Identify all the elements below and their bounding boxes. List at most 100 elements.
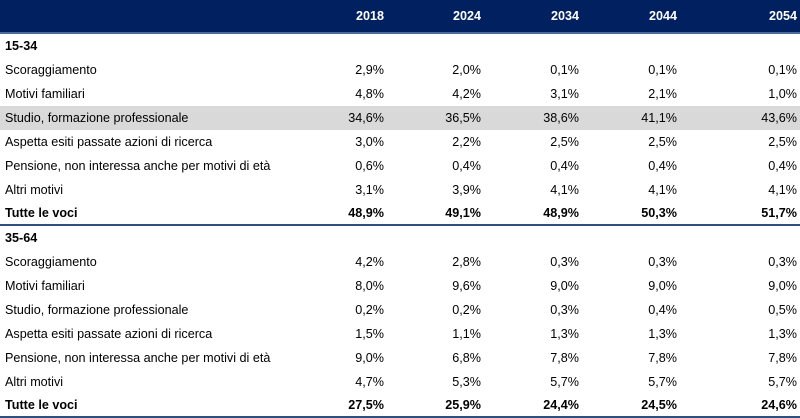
value-cell: 9,0% xyxy=(550,279,579,293)
value-cell: 38,6% xyxy=(484,106,582,130)
table-row: Aspetta esiti passate azioni di ricerca 1… xyxy=(0,322,800,346)
table-row: Scoraggiamento 4,2% 2,8% 0,3% 0,3% 0,3% xyxy=(0,250,800,274)
value-cell: 4,1% xyxy=(550,183,579,197)
value-cell xyxy=(290,225,387,250)
header-cell-2018: 2018 xyxy=(290,0,387,34)
row-label: 35-64 xyxy=(5,231,38,245)
value-cell: 0,1% xyxy=(648,63,677,77)
header-cell-label xyxy=(0,0,290,34)
value-cell: 9,6% xyxy=(452,279,481,293)
value-cell: 0,4% xyxy=(648,159,677,173)
value-cell: 0,3% xyxy=(648,255,677,269)
value-cell: 1,5% xyxy=(355,327,384,341)
row-label: Motivi familiari xyxy=(5,87,85,101)
value-cell: 0,4% xyxy=(452,159,481,173)
row-label: Aspetta esiti passate azioni di ricerca xyxy=(5,327,213,341)
value-cell: 50,3% xyxy=(582,202,680,226)
value-cell: 41,1% xyxy=(582,106,680,130)
value-cell: 0,3% xyxy=(550,255,579,269)
value-cell xyxy=(387,33,484,58)
value-cell: 0,2% xyxy=(355,303,384,317)
value-cell: 49,1% xyxy=(387,202,484,226)
value-cell: 24,4% xyxy=(484,394,582,418)
value-cell: 5,7% xyxy=(768,375,797,389)
value-cell: 7,8% xyxy=(768,351,797,365)
row-label: Altri motivi xyxy=(5,183,64,197)
value-cell: 0,3% xyxy=(550,303,579,317)
row-label: Pensione, non interessa anche per motivi… xyxy=(5,159,271,173)
value-cell: 1,3% xyxy=(550,327,579,341)
value-cell: 7,8% xyxy=(550,351,579,365)
value-cell: 24,5% xyxy=(582,394,680,418)
table-row: Altri motivi 3,1% 3,9% 4,1% 4,1% 4,1% xyxy=(0,178,800,202)
value-cell: 4,2% xyxy=(355,255,384,269)
header-cell-2054: 2054 xyxy=(680,0,800,34)
value-cell: 3,0% xyxy=(355,135,384,149)
value-cell: 4,2% xyxy=(452,87,481,101)
value-cell: 51,7% xyxy=(680,202,800,226)
value-cell: 1,3% xyxy=(648,327,677,341)
header-cell-2034: 2034 xyxy=(484,0,582,34)
value-cell xyxy=(484,33,582,58)
value-cell: 3,1% xyxy=(355,183,384,197)
value-cell: 9,0% xyxy=(355,351,384,365)
table-row: Altri motivi 4,7% 5,3% 5,7% 5,7% 5,7% xyxy=(0,370,800,394)
value-cell: 34,6% xyxy=(290,106,387,130)
value-cell: 5,7% xyxy=(550,375,579,389)
value-cell: 0,1% xyxy=(768,63,797,77)
value-cell: 1,3% xyxy=(768,327,797,341)
value-cell: 2,2% xyxy=(452,135,481,149)
value-cell: 24,6% xyxy=(680,394,800,418)
value-cell: 1,0% xyxy=(768,87,797,101)
table-row: Pensione, non interessa anche per motivi… xyxy=(0,346,800,370)
value-cell: 2,0% xyxy=(452,63,481,77)
value-cell: 43,6% xyxy=(680,106,800,130)
total-row: Tutte le voci 27,5% 25,9% 24,4% 24,5% 24,6% xyxy=(0,394,800,418)
value-cell: 9,0% xyxy=(768,279,797,293)
group-header-row: 15-34 xyxy=(0,33,800,58)
value-cell: 27,5% xyxy=(290,394,387,418)
value-cell: 7,8% xyxy=(648,351,677,365)
total-row: Tutte le voci 48,9% 49,1% 48,9% 50,3% 51,7% xyxy=(0,202,800,226)
row-label: Pensione, non interessa anche per motivi… xyxy=(5,351,271,365)
table-row: Studio, formazione professionale 0,2% 0,2%… xyxy=(0,298,800,322)
row-label: 15-34 xyxy=(5,39,38,53)
table-body: 15-34 Scoraggiamento 2,9% 2,0% 0,1% 0,1% 0,1% M… xyxy=(0,33,800,418)
group-header-row: 35-64 xyxy=(0,225,800,250)
value-cell xyxy=(680,33,800,58)
row-label: Motivi familiari xyxy=(5,279,85,293)
value-cell: 5,3% xyxy=(452,375,481,389)
value-cell: 0,4% xyxy=(550,159,579,173)
table-row: Motivi familiari 8,0% 9,6% 9,0% 9,0% 9,0% xyxy=(0,274,800,298)
row-label: Studio, formazione professionale xyxy=(5,303,189,317)
row-label: Altri motivi xyxy=(5,375,64,389)
value-cell: 2,5% xyxy=(648,135,677,149)
row-label: Tutte le voci xyxy=(0,202,290,226)
value-cell xyxy=(680,225,800,250)
value-cell: 2,8% xyxy=(452,255,481,269)
value-cell: 2,1% xyxy=(648,87,677,101)
row-label: Tutte le voci xyxy=(0,394,290,418)
value-cell: 4,7% xyxy=(355,375,384,389)
value-cell: 8,0% xyxy=(355,279,384,293)
row-label: Studio, formazione professionale xyxy=(0,106,290,130)
header-row: 2018 2024 2034 2044 2054 xyxy=(0,0,800,34)
value-cell: 48,9% xyxy=(290,202,387,226)
table-row: Studio, formazione professionale 34,6% 36,… xyxy=(0,106,800,130)
row-label: Aspetta esiti passate azioni di ricerca xyxy=(5,135,213,149)
value-cell: 3,9% xyxy=(452,183,481,197)
value-cell: 5,7% xyxy=(648,375,677,389)
value-cell: 0,2% xyxy=(452,303,481,317)
value-cell: 2,5% xyxy=(768,135,797,149)
table-row: Motivi familiari 4,8% 4,2% 3,1% 2,1% 1,0% xyxy=(0,82,800,106)
value-cell: 3,1% xyxy=(550,87,579,101)
value-cell: 6,8% xyxy=(452,351,481,365)
value-cell xyxy=(582,225,680,250)
value-cell: 48,9% xyxy=(484,202,582,226)
value-cell: 4,1% xyxy=(648,183,677,197)
value-cell xyxy=(290,33,387,58)
value-cell: 0,4% xyxy=(648,303,677,317)
value-cell xyxy=(484,225,582,250)
table-row: Scoraggiamento 2,9% 2,0% 0,1% 0,1% 0,1% xyxy=(0,58,800,82)
